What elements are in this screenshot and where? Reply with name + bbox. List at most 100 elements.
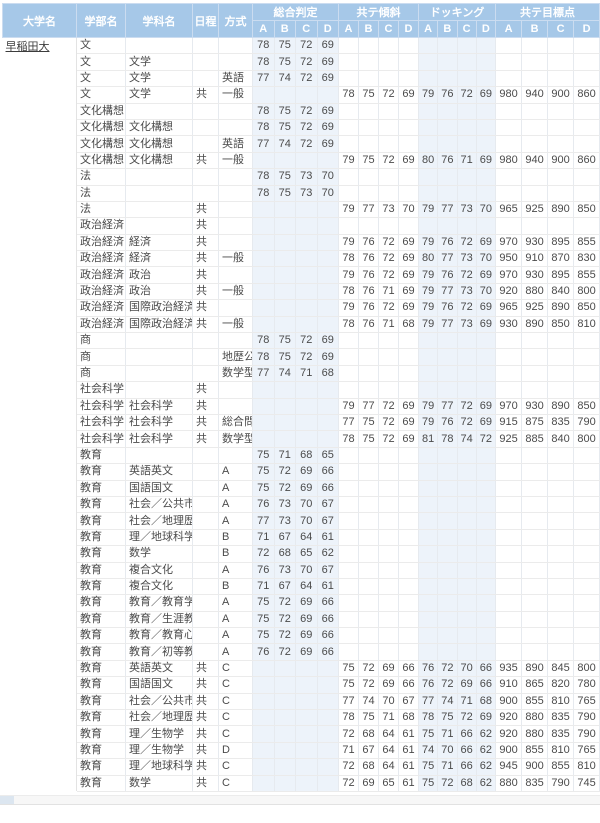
cell-keisha-b: 74 [358, 693, 379, 711]
cell-schedule: 共 [192, 201, 219, 219]
cell-department: 理／地球科学 [125, 758, 193, 776]
cell-department: 文学 [125, 70, 193, 88]
cell-docking-d: 66 [476, 660, 497, 678]
cell-keisha-c [378, 529, 399, 547]
cell-keisha-b [358, 365, 379, 383]
cell-docking-b: 76 [437, 299, 458, 317]
cell-docking-a: 79 [418, 86, 439, 104]
cell-keisha-a [338, 332, 359, 350]
cell-mokuhyo-c [547, 168, 575, 186]
cell-keisha-c [378, 562, 399, 579]
cell-mokuhyo-a: 920 [495, 283, 523, 301]
cell-docking-b: 77 [437, 201, 458, 219]
cell-mokuhyo-d [573, 381, 600, 399]
cell-sogo-d: 69 [317, 119, 339, 137]
cell-sogo-a [252, 725, 275, 743]
cell-mokuhyo-d [573, 594, 600, 612]
cell-mokuhyo-d [573, 545, 600, 563]
cell-mokuhyo-a: 900 [495, 742, 523, 760]
cell-mokuhyo-a: 900 [495, 693, 523, 711]
cell-docking-c [457, 643, 477, 661]
cell-sogo-c [295, 709, 318, 727]
cell-mokuhyo-c: 890 [547, 398, 575, 415]
cell-mokuhyo-c: 870 [547, 250, 575, 268]
cell-docking-b [437, 103, 458, 120]
cell-mokuhyo-d [573, 447, 600, 465]
cell-faculty: 文 [76, 53, 126, 71]
cell-method: A [218, 463, 253, 481]
table-row: 教育 社会／地理歴共 C 78 75 71 68 78 75 72 69 920 880 835 790 [3, 709, 600, 727]
cell-mokuhyo-c: 845 [547, 660, 575, 678]
cell-mokuhyo-c [547, 562, 575, 579]
cell-docking-b [437, 447, 458, 465]
col-header-department: 学科名 [125, 3, 193, 38]
cell-keisha-b: 76 [358, 266, 379, 284]
cell-sogo-d: 69 [317, 103, 339, 120]
cell-department: 文化構想 [125, 119, 193, 137]
cell-mokuhyo-a [495, 348, 523, 366]
cell-mokuhyo-b [521, 496, 549, 514]
cell-schedule: 共 [192, 430, 219, 448]
cell-keisha-b [358, 594, 379, 612]
cell-sogo-d [317, 266, 339, 284]
cell-docking-b [437, 594, 458, 612]
cell-faculty: 教育 [76, 594, 126, 612]
cell-sogo-d: 61 [317, 529, 339, 547]
cell-schedule: 共 [192, 758, 219, 776]
cell-faculty: 教育 [76, 775, 126, 792]
cell-schedule [192, 168, 219, 186]
cell-docking-b: 76 [437, 86, 458, 104]
cell-schedule [192, 53, 219, 71]
cell-docking-c [457, 594, 477, 612]
cell-keisha-c [378, 627, 399, 645]
subheader-docking-a: A [417, 20, 439, 38]
cell-docking-c: 72 [457, 398, 477, 415]
cell-mokuhyo-a [495, 168, 523, 186]
cell-method: C [218, 660, 253, 678]
cell-department: 教育／生涯教 [125, 611, 193, 629]
cell-sogo-b: 72 [274, 611, 296, 629]
table-row: 教育 数学 B 72 68 65 62 [3, 545, 600, 563]
cell-mokuhyo-b [521, 119, 549, 137]
cell-docking-a [418, 594, 439, 612]
cell-sogo-b [274, 381, 296, 399]
cell-department: 理／生物学 [125, 725, 193, 743]
cell-sogo-c [295, 693, 318, 711]
cell-faculty: 法 [76, 201, 126, 219]
university-link[interactable]: 早稲田大 [5, 41, 50, 53]
cell-keisha-c: 70 [378, 693, 399, 711]
cell-mokuhyo-b [521, 185, 549, 202]
cell-keisha-b: 68 [358, 725, 379, 743]
cell-keisha-a: 79 [338, 234, 359, 252]
scrollbar-thumb[interactable] [0, 796, 14, 804]
cell-sogo-a [252, 217, 275, 235]
horizontal-scrollbar[interactable] [0, 795, 600, 805]
cell-keisha-a: 75 [338, 660, 359, 678]
table-row: 教育 国語国文共 C 75 72 69 66 76 72 69 66 910 865 820 780 [3, 676, 600, 694]
cell-mokuhyo-b [521, 381, 549, 399]
cell-department [125, 168, 193, 186]
cell-docking-b [437, 37, 458, 55]
cell-keisha-c: 71 [378, 283, 399, 301]
table-row: 教育 理／生物学共 D 71 67 64 61 74 70 66 62 900 855 810 765 [3, 742, 600, 760]
cell-keisha-b: 76 [358, 299, 379, 317]
cell-mokuhyo-a: 920 [495, 709, 523, 727]
cell-mokuhyo-b: 890 [521, 660, 549, 678]
cell-docking-c [457, 332, 477, 350]
cell-mokuhyo-a [495, 611, 523, 629]
cell-keisha-a [338, 529, 359, 547]
subheader-docking-c: C [456, 20, 477, 38]
cell-mokuhyo-c: 890 [547, 299, 575, 317]
cell-mokuhyo-c: 895 [547, 266, 575, 284]
cell-sogo-c [295, 742, 318, 760]
cell-docking-d [476, 168, 497, 186]
cell-keisha-d: 66 [398, 676, 419, 694]
cell-docking-a [418, 119, 439, 137]
cell-sogo-b [274, 430, 296, 448]
cell-mokuhyo-a [495, 447, 523, 465]
cell-docking-c: 69 [457, 676, 477, 694]
cell-mokuhyo-c: 900 [547, 86, 575, 104]
cell-docking-a [418, 365, 439, 383]
table-row: 政治経済 政治共一般 78 76 71 69 79 77 73 70 920 880 840 800 [3, 283, 600, 301]
cell-keisha-c: 72 [378, 299, 399, 317]
